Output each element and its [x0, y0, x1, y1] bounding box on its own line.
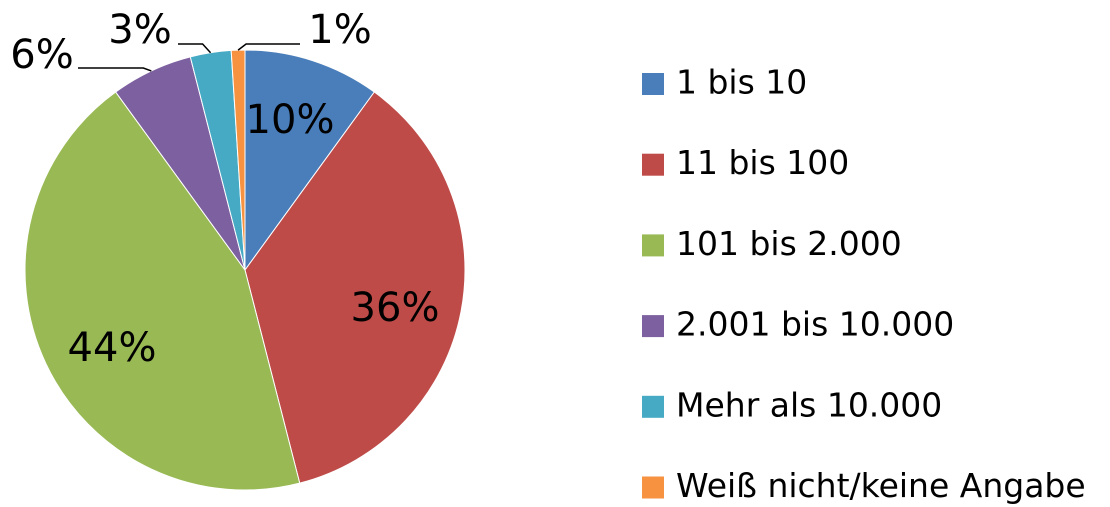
leader-line: [237, 43, 300, 51]
leader-line: [78, 67, 152, 72]
legend-label: Mehr als 10.000: [676, 385, 942, 424]
legend-label: 2.001 bis 10.000: [676, 305, 954, 344]
legend-swatch: [642, 476, 664, 499]
pie-slice: [244, 91, 466, 484]
legend-swatch: [642, 234, 664, 257]
legend-label: 11 bis 100: [676, 143, 849, 182]
data-label: 10%: [246, 97, 335, 143]
data-label: 1%: [308, 7, 371, 53]
legend-swatch: [642, 315, 664, 338]
legend-swatch: [642, 153, 664, 176]
pie-slice: [230, 49, 246, 271]
legend-label: 1 bis 10: [676, 63, 807, 102]
legend-swatch: [642, 395, 664, 418]
pie-slice: [244, 49, 376, 272]
legend-label: Weiß nicht/keine Angabe: [676, 466, 1086, 505]
data-label: 36%: [351, 285, 440, 331]
legend-label: 101 bis 2.000: [676, 224, 902, 263]
data-label: 3%: [108, 7, 171, 53]
data-label: 44%: [68, 325, 157, 371]
pie-slice: [24, 91, 301, 491]
legend-swatch: [642, 73, 664, 95]
leader-line: [178, 43, 212, 54]
data-label: 6%: [10, 32, 73, 78]
